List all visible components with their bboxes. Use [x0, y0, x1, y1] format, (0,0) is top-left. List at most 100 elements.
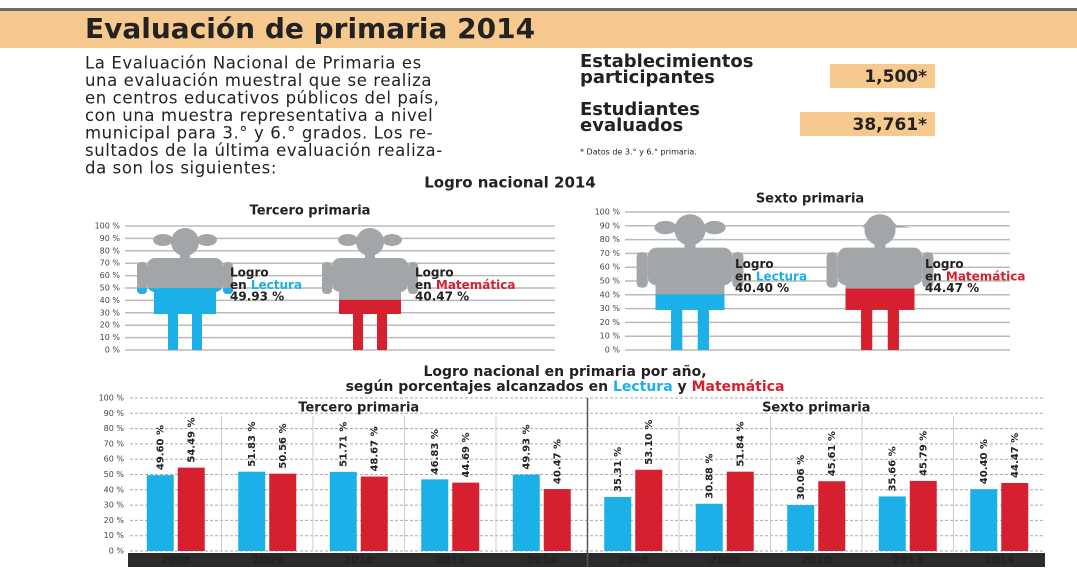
pigtail: [382, 234, 402, 246]
infographic: Evaluación de primaria 2014 La Evaluació…: [0, 0, 1077, 568]
x-tick-label: 2013: [435, 554, 466, 567]
figure: [637, 214, 744, 350]
value-label: 45.79 %: [918, 431, 929, 476]
intro-line: La Evaluación Nacional de Primaria es: [85, 54, 422, 73]
footnote: * Datos de 3.° y 6.° primaria.: [580, 148, 697, 157]
y-tick-label: 100 %: [595, 208, 621, 217]
x-tick-label: 2010: [801, 554, 832, 567]
stat-label: evaluados: [580, 115, 683, 136]
section-title: Logro nacional 2014: [424, 174, 596, 192]
header-rule: [0, 8, 1077, 11]
leg: [861, 308, 872, 350]
bar: [635, 470, 662, 551]
y-tick-label: 60 %: [100, 271, 121, 280]
pigtail: [654, 221, 676, 234]
value-label: 30.88 %: [704, 454, 715, 499]
y-tick-label: 10 %: [104, 531, 125, 540]
leg: [698, 308, 709, 350]
y-tick-label: 0 %: [109, 547, 125, 556]
group-title: Sexto primaria: [762, 401, 870, 416]
value-label: 40.40 %: [979, 439, 990, 484]
bar: [513, 475, 540, 551]
y-tick-label: 90 %: [600, 221, 621, 230]
leg: [192, 312, 202, 350]
y-tick-label: 80 %: [600, 235, 621, 244]
torso: [648, 248, 733, 286]
intro-line: una evaluación muestral que se realiza: [85, 71, 432, 90]
arm: [827, 252, 838, 288]
pigtail: [703, 221, 725, 234]
head: [674, 214, 705, 245]
y-tick-label: 80 %: [104, 424, 125, 433]
y-tick-label: 40 %: [104, 485, 125, 494]
value-label: 50.56 %: [278, 424, 289, 469]
bar: [147, 475, 174, 551]
panel-title: Tercero primaria: [250, 204, 371, 219]
value-label: 30.06 %: [796, 455, 807, 500]
intro-line: con una muestra representativa a nivel: [85, 106, 433, 125]
x-tick-label: 2009: [709, 554, 740, 567]
bar: [361, 477, 388, 551]
y-tick-label: 0 %: [105, 346, 121, 355]
bar: [970, 489, 997, 551]
bar: [818, 481, 845, 551]
stat-label: participantes: [580, 67, 715, 88]
y-tick-label: 0 %: [605, 346, 621, 355]
value-label: 46.83 %: [430, 429, 441, 474]
x-tick-label: 2010: [343, 554, 374, 567]
leg: [377, 312, 387, 350]
y-tick-label: 30 %: [100, 308, 121, 317]
y-tick-label: 90 %: [104, 409, 125, 418]
series-name: Lectura: [613, 379, 673, 395]
y-tick-label: 40 %: [600, 290, 621, 299]
x-tick-label: 2008: [618, 554, 649, 567]
pigtail: [338, 234, 358, 246]
bar: [452, 483, 479, 551]
head: [171, 228, 199, 256]
y-tick-label: 80 %: [100, 246, 121, 255]
y-tick-label: 100 %: [95, 222, 121, 231]
pigtail: [197, 234, 217, 246]
y-tick-label: 60 %: [104, 455, 125, 464]
y-tick-label: 100 %: [99, 394, 125, 403]
value-label: 45.61 %: [827, 431, 838, 476]
y-tick-label: 90 %: [100, 234, 121, 243]
leg: [353, 312, 363, 350]
chart-title: Logro nacional en primaria por año,: [423, 364, 706, 380]
y-tick-label: 70 %: [104, 439, 125, 448]
x-tick-label: 2013: [892, 554, 923, 567]
bar: [178, 468, 205, 551]
y-tick-label: 70 %: [600, 249, 621, 258]
figure: [827, 214, 934, 350]
bar: [1001, 483, 1028, 551]
x-tick-label: 2014: [984, 554, 1015, 567]
x-tick-label: 2009: [252, 554, 283, 567]
head: [356, 228, 384, 256]
bar: [604, 497, 631, 551]
y-tick-label: 20 %: [100, 321, 121, 330]
value-label: 40.40 %: [735, 281, 789, 295]
value-label: 44.69 %: [461, 432, 472, 477]
stat-value: 38,761*: [853, 115, 928, 135]
value-label: 40.47 %: [552, 439, 563, 484]
title-part: según porcentajes alcanzados en: [346, 379, 608, 395]
y-tick-label: 70 %: [100, 259, 121, 268]
intro-line: sultados de la última evaluación realiza…: [85, 141, 443, 160]
value-label: 35.31 %: [613, 447, 624, 492]
intro-paragraph: La Evaluación Nacional de Primaria esuna…: [85, 54, 443, 178]
charts: Tercero primaria 0 % 10 % 20 % 30 % 40 % 50 % 6…: [95, 192, 1045, 568]
value-label: 49.93 %: [230, 290, 284, 304]
y-tick-label: 50 %: [104, 470, 125, 479]
arm: [637, 252, 648, 288]
leg: [671, 308, 682, 350]
value-label: 51.71 %: [338, 422, 349, 467]
series-name: Matemática: [692, 379, 785, 395]
x-tick-label: 2014: [526, 554, 557, 567]
bar: [544, 489, 571, 551]
y-tick-label: 30 %: [104, 501, 125, 510]
figure: [322, 228, 418, 350]
leg: [888, 308, 899, 350]
x-tick-label: 2008: [160, 554, 191, 567]
arm: [322, 262, 332, 294]
